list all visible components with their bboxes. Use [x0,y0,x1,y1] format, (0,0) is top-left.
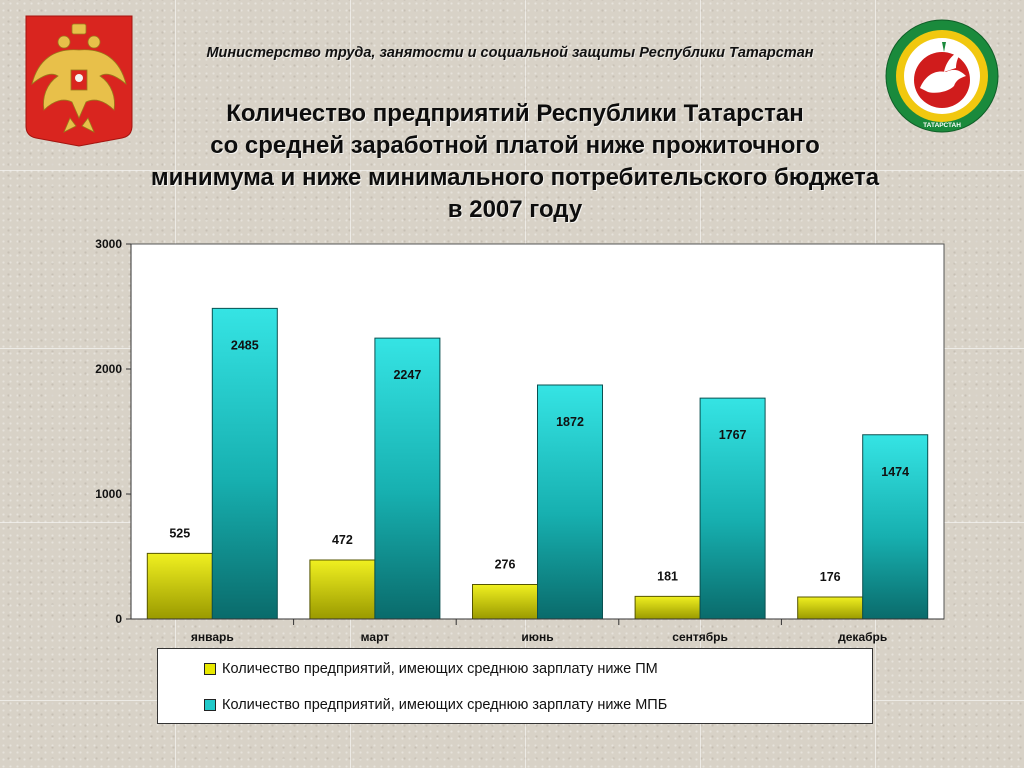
bar-series2 [211,307,278,620]
bar-series1 [309,559,376,620]
x-tick-label: июнь [521,630,553,644]
legend-item-series1: Количество предприятий, имеющих среднюю … [204,661,658,677]
data-label: 276 [495,558,516,572]
y-tick-label: 1000 [95,487,122,501]
data-label: 181 [657,569,678,583]
ministry-name: Министерство труда, занятости и социальн… [206,45,814,61]
chart-title: Количество предприятий Республики Татарс… [40,98,990,226]
bar-series2 [699,397,766,620]
russia-coat-of-arms-logo [25,15,133,147]
x-tick-label: сентябрь [672,630,728,644]
bar-series1 [146,552,213,620]
legend-label: Количество предприятий, имеющих среднюю … [222,661,658,677]
chart-legend: Количество предприятий, имеющих среднюю … [157,648,873,724]
y-tick-label: 2000 [95,362,122,376]
data-label: 1872 [556,415,584,429]
data-label: 176 [820,570,841,584]
legend-swatch-series2 [204,699,216,711]
background-gridline [0,170,1024,171]
bar-series2 [537,384,603,620]
bar-series1 [472,584,538,620]
data-label: 1474 [881,465,909,479]
legend-item-series2: Количество предприятий, имеющих среднюю … [204,697,667,713]
tatarstan-emblem-logo: ТАТАРСТАН [885,19,999,133]
data-label: 472 [332,533,353,547]
x-tick-label: март [361,630,390,644]
bar-series1 [634,595,701,620]
x-tick-label: январь [191,630,234,644]
bar-series2 [374,337,441,620]
bar-series2 [862,434,929,620]
x-tick-label: декабрь [838,630,887,644]
y-tick-label: 3000 [95,237,122,251]
data-label: 525 [169,526,190,540]
data-label: 1767 [719,428,747,442]
emblem-text: ТАТАРСТАН [923,122,961,129]
bar-series1 [797,596,864,620]
legend-label: Количество предприятий, имеющих среднюю … [222,697,668,713]
legend-swatch-series1 [204,663,216,675]
chart-title-line: в 2007 году [447,195,583,223]
chart-title-line: со средней заработной платой ниже прожит… [210,131,820,159]
y-tick-label: 0 [115,612,122,626]
data-label: 2247 [393,368,421,382]
chart-title-line: Количество предприятий Республики Татарс… [226,100,804,127]
chart-title-line: минимума и ниже минимального потребитель… [150,163,880,191]
data-label: 2485 [231,338,259,352]
